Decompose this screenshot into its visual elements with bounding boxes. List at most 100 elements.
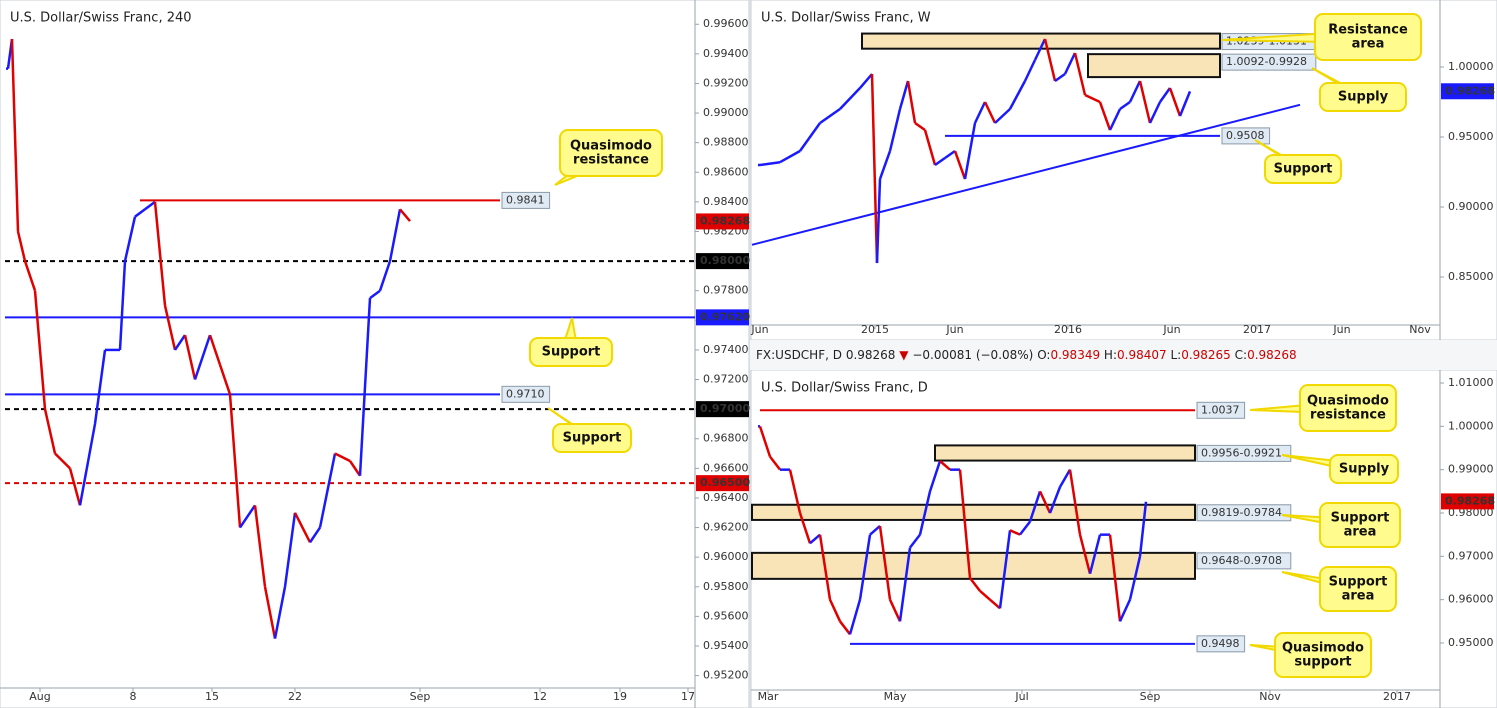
x-tick-label: Nov <box>1409 323 1431 336</box>
price-segment <box>93 349 107 425</box>
price-segment <box>888 599 902 622</box>
price-segment <box>1088 534 1102 574</box>
price-segment <box>183 334 197 380</box>
panel-bg <box>0 0 750 708</box>
y-tick-label: 0.98400 <box>703 195 749 208</box>
zone-label-box <box>1196 504 1292 522</box>
low: 0.98265 <box>1181 348 1231 362</box>
price-segment <box>1023 59 1037 82</box>
callout-text: support <box>1294 655 1351 670</box>
callout-box <box>1319 502 1401 548</box>
callout-box <box>1329 454 1399 484</box>
price-segment <box>1108 534 1122 622</box>
price-segment <box>798 122 822 152</box>
x-tick-label: Jul <box>1014 690 1028 703</box>
price-segment <box>779 149 801 164</box>
x-tick-label: 2016 <box>1054 323 1082 336</box>
level-label: 0.9710 <box>506 387 545 400</box>
level-label-box <box>1196 635 1246 653</box>
x-tick-label: Jun <box>1162 323 1180 336</box>
y-tick-label: 0.98800 <box>703 136 749 149</box>
price-segment <box>1158 87 1172 103</box>
price-segment <box>1063 52 1077 75</box>
x-tick-label: 17 <box>681 690 695 703</box>
level-axis-box <box>696 401 749 418</box>
price-segment <box>934 156 946 167</box>
price-segment <box>923 129 937 166</box>
price-segment <box>10 39 20 232</box>
chart-panel: 0.950000.960000.970000.980000.990001.000… <box>750 369 1497 708</box>
y-tick-label: 1.00000 <box>1448 419 1494 432</box>
price-segment <box>939 460 951 471</box>
x-tick-label: Nov <box>1259 690 1281 703</box>
price-segment <box>898 547 912 622</box>
price-segment <box>193 334 212 380</box>
x-tick-label: Aug <box>29 690 50 703</box>
last-price-box <box>1441 493 1494 510</box>
chart-title: U.S. Dollar/Swiss Franc, W <box>761 11 931 26</box>
price-segment <box>869 525 881 536</box>
callout-text: Support <box>1329 575 1388 590</box>
price-segment <box>1128 556 1142 600</box>
y-tick-label: 1.01000 <box>1448 376 1494 389</box>
level-label-box <box>501 385 551 403</box>
level-label: 1.0037 <box>1201 403 1240 416</box>
level-axis-box <box>696 309 749 326</box>
price-segment <box>308 526 322 544</box>
callout-text: Supply <box>1339 462 1390 477</box>
callout-text: Support <box>1331 511 1390 526</box>
level-label: 0.98000 <box>700 254 750 267</box>
price-segment <box>1138 80 1152 124</box>
y-tick-label: 0.90000 <box>1448 200 1494 213</box>
price-segment <box>909 533 921 549</box>
y-tick-label: 0.99400 <box>703 47 749 60</box>
price-segment <box>828 599 842 622</box>
level-label: 0.9498 <box>1201 637 1240 650</box>
y-tick-label: 0.96000 <box>703 550 749 563</box>
high: 0.98407 <box>1117 348 1167 362</box>
price-segment <box>399 208 411 222</box>
price-segment <box>1148 101 1162 124</box>
price-segment <box>218 364 232 395</box>
price-segment <box>1048 486 1062 514</box>
level-axis-box <box>696 253 749 270</box>
callout-text: Support <box>542 345 601 360</box>
zone-label: 0.9819-0.9784 <box>1201 506 1282 519</box>
price-segment <box>798 512 812 544</box>
price-segment <box>788 469 802 514</box>
price: 0.98268 <box>846 348 896 362</box>
zone <box>934 444 1196 462</box>
y-tick-label: 0.96200 <box>703 521 749 534</box>
y-tick-label: 0.95600 <box>703 609 749 622</box>
price-segment <box>118 261 127 350</box>
price-segment <box>758 425 772 458</box>
zone-label-box <box>1196 444 1292 462</box>
callout-text: Support <box>563 431 622 446</box>
level-label: 0.96500 <box>700 476 750 489</box>
price-segment <box>1098 101 1112 131</box>
price-segment <box>944 149 956 160</box>
level-label-box <box>1221 127 1271 145</box>
callout-text: resistance <box>573 153 649 168</box>
level-axis-box <box>696 475 749 492</box>
level-label: 0.9841 <box>506 193 545 206</box>
callout-box <box>1314 13 1422 61</box>
callout-box <box>1264 154 1342 184</box>
price-segment <box>43 408 57 454</box>
price-segment <box>388 209 402 262</box>
price-segment <box>318 453 337 528</box>
price-segment <box>1038 490 1052 514</box>
price-segment <box>1078 534 1092 574</box>
price-segment <box>839 87 861 110</box>
callout-text: resistance <box>1310 408 1386 423</box>
y-tick-label: 0.96800 <box>703 432 749 445</box>
price-segment <box>78 423 97 506</box>
price-segment <box>1119 100 1131 111</box>
y-tick-label: 0.97000 <box>1448 549 1494 562</box>
y-tick-label: 0.99600 <box>703 17 749 30</box>
price-segment <box>769 455 781 471</box>
high-key: H: <box>1104 348 1117 362</box>
last-price-label: 0.98268 <box>1445 494 1495 507</box>
callout-text: Supply <box>1338 90 1389 105</box>
callout-text: Quasimodo <box>1307 394 1389 409</box>
